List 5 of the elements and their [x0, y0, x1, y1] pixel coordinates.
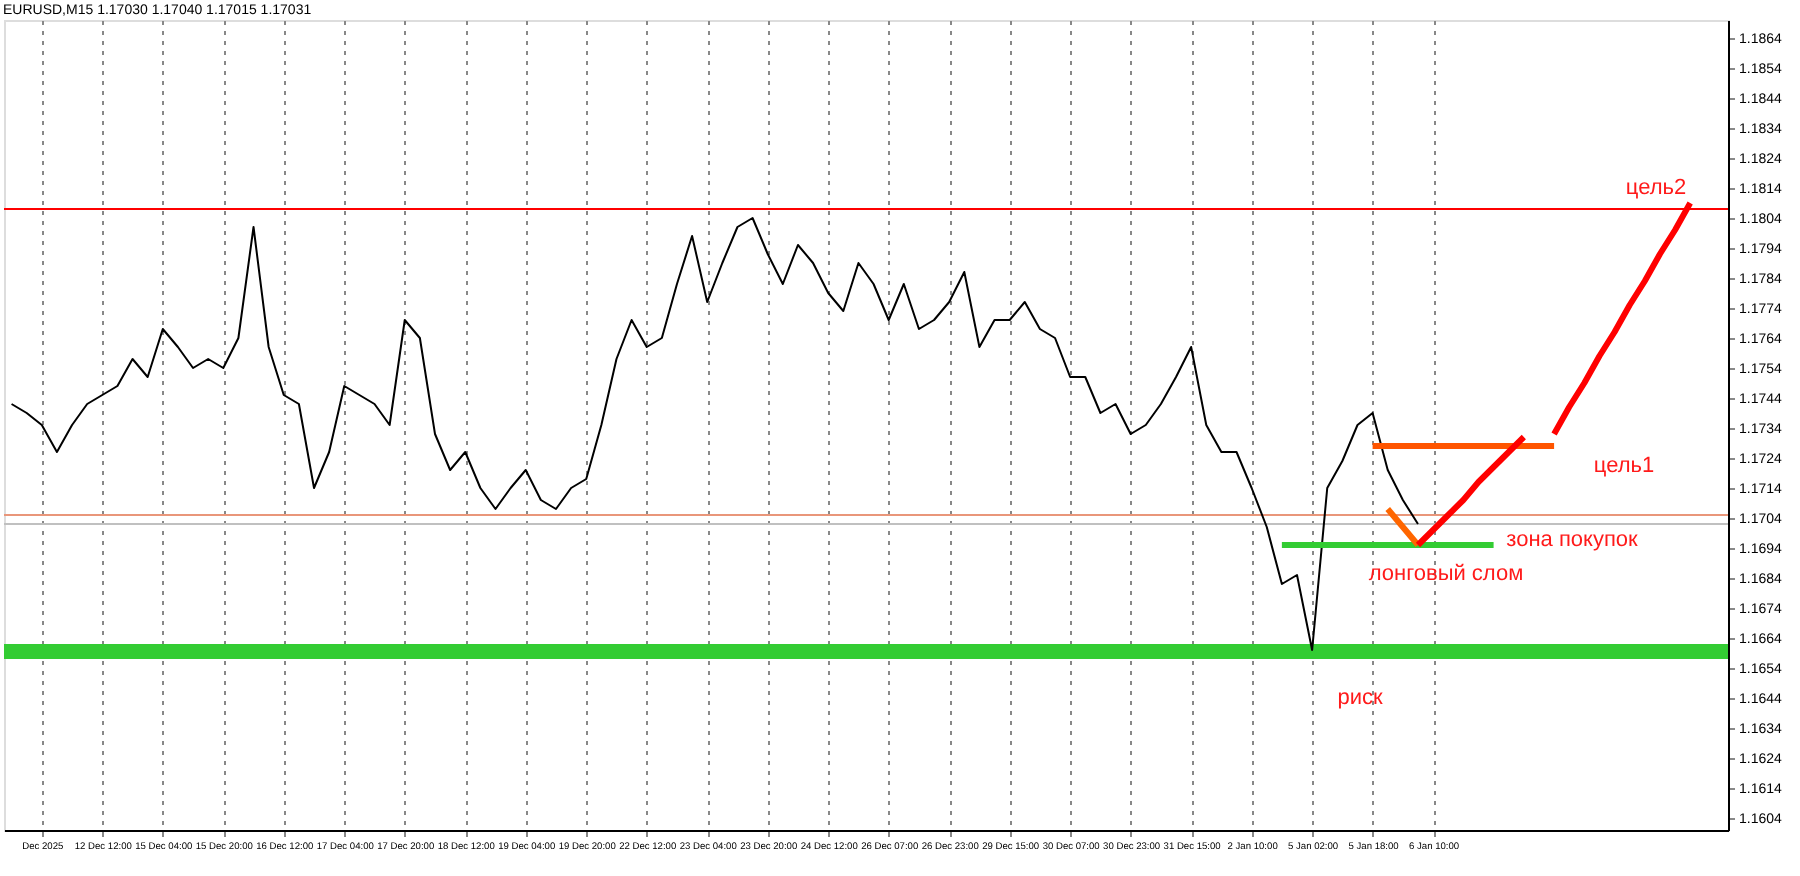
annotation: лонговый слом	[1368, 562, 1524, 586]
annotation: цель2	[1625, 176, 1687, 200]
annotation: риск	[1337, 686, 1383, 710]
annotation: цель1	[1593, 454, 1655, 478]
annotation: зона покупок	[1506, 528, 1639, 552]
